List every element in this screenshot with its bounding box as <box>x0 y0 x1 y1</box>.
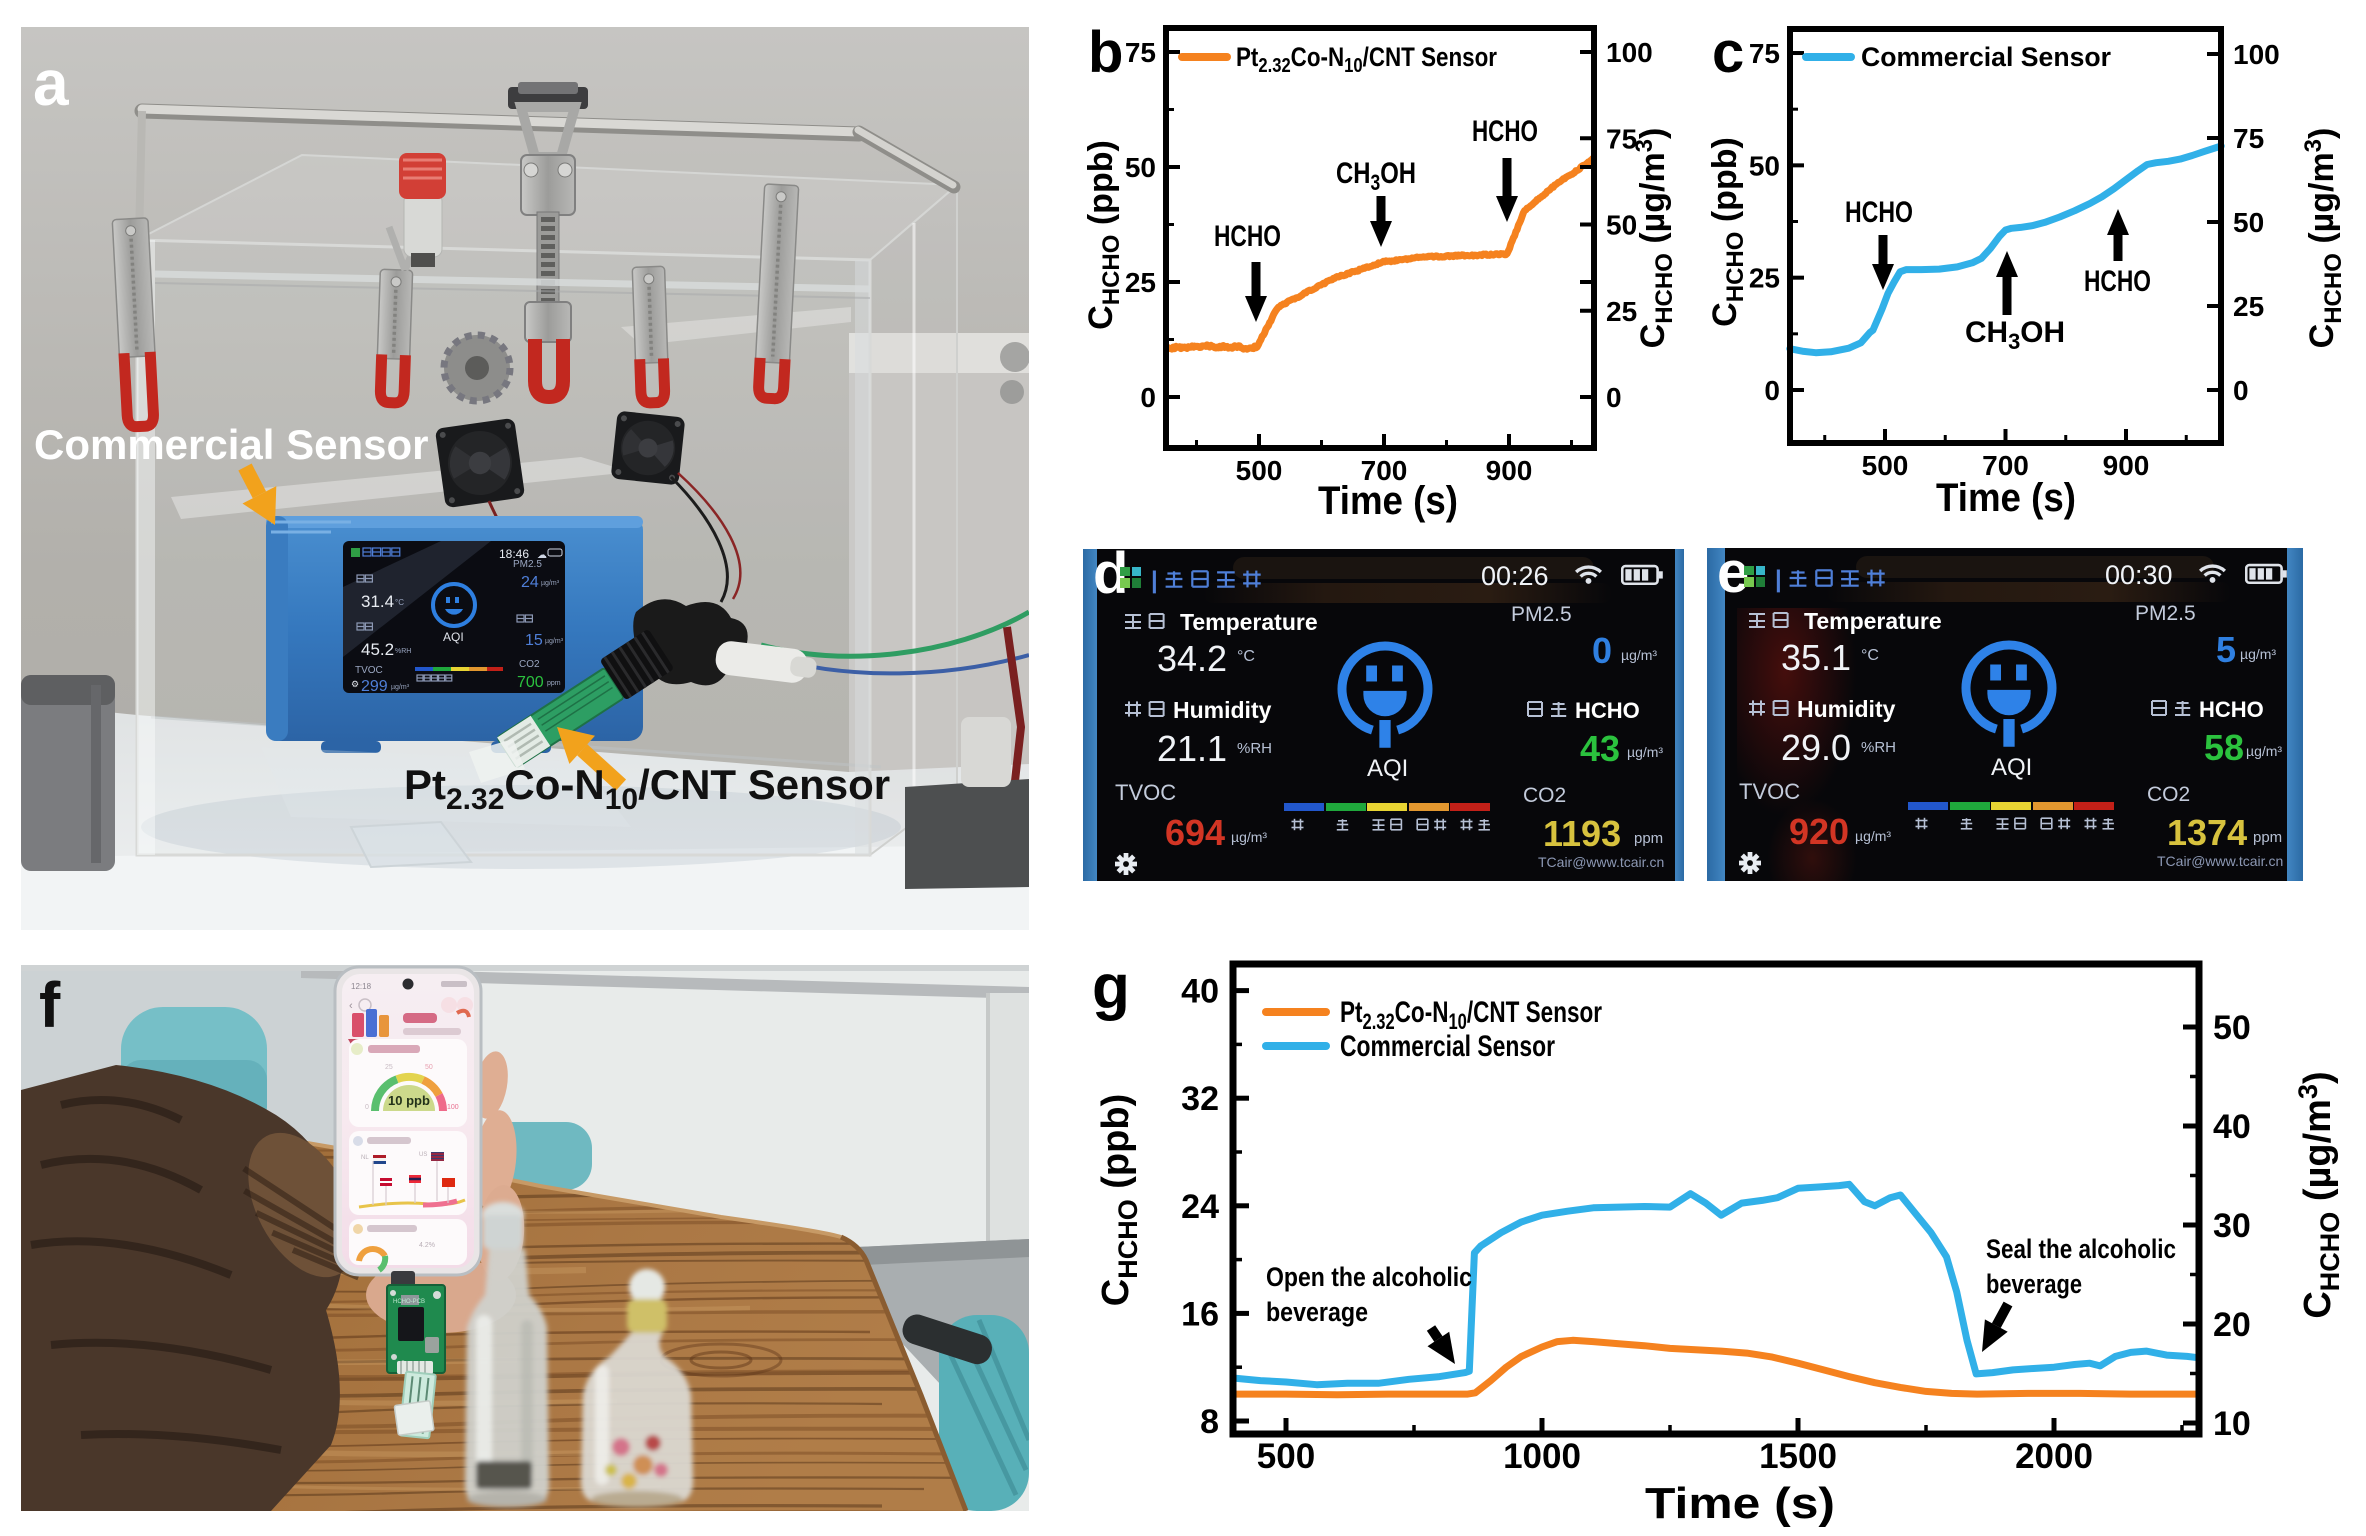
svg-text:TVOC: TVOC <box>355 665 383 676</box>
svg-text:16: 16 <box>1181 1295 1219 1333</box>
svg-text:299: 299 <box>361 678 388 695</box>
svg-text:CHCHO (ppb): CHCHO (ppb) <box>1095 1094 1143 1306</box>
svg-text:20: 20 <box>2213 1306 2251 1344</box>
svg-text:CHCHO (ppb): CHCHO (ppb) <box>1082 140 1125 330</box>
svg-text:ppm: ppm <box>547 680 561 687</box>
svg-text:HCHO: HCHO <box>1472 115 1538 148</box>
svg-text:10 ppb: 10 ppb <box>388 1093 430 1108</box>
svg-text:°C: °C <box>395 598 404 607</box>
svg-text:HCHO: HCHO <box>1845 196 1913 229</box>
svg-text:45.2: 45.2 <box>361 640 394 659</box>
svg-text:75: 75 <box>2233 123 2264 154</box>
svg-text:700: 700 <box>1982 450 2029 481</box>
svg-text:HCHO: HCHO <box>1214 220 1281 253</box>
svg-text:CHCHO (µg/m3): CHCHO (µg/m3) <box>2300 128 2347 349</box>
svg-text:700: 700 <box>517 674 544 691</box>
svg-text:0: 0 <box>2233 375 2249 406</box>
svg-text:18:46: 18:46 <box>499 547 529 561</box>
svg-text:⚙: ⚙ <box>351 679 359 689</box>
svg-text:NL: NL <box>361 1155 369 1161</box>
svg-text:500: 500 <box>1257 1437 1315 1476</box>
svg-text:µg/m³: µg/m³ <box>391 684 410 691</box>
svg-text:CHCHO (µg/m3): CHCHO (µg/m3) <box>2293 1071 2345 1318</box>
svg-text:25: 25 <box>1749 263 1780 294</box>
svg-text:50: 50 <box>425 1064 433 1071</box>
svg-text:%RH: %RH <box>395 648 411 655</box>
svg-text:0: 0 <box>1140 382 1156 413</box>
svg-text:25: 25 <box>2233 291 2264 322</box>
svg-text:☁: ☁ <box>537 550 547 561</box>
svg-text:4.2%: 4.2% <box>419 1242 435 1249</box>
svg-text:50: 50 <box>1606 210 1637 241</box>
svg-text:a: a <box>33 47 69 119</box>
svg-text:100: 100 <box>2233 39 2280 70</box>
svg-text:8: 8 <box>1200 1403 1219 1441</box>
svg-text:Seal the alcoholic: Seal the alcoholic <box>1986 1234 2176 1264</box>
svg-text:32: 32 <box>1181 1080 1219 1118</box>
svg-text:10: 10 <box>2213 1405 2251 1443</box>
svg-text:Commercial Sensor: Commercial Sensor <box>1861 42 2111 72</box>
svg-text:25: 25 <box>1606 296 1637 327</box>
svg-text:Time (s): Time (s) <box>1936 476 2076 520</box>
svg-text:beverage: beverage <box>1266 1297 1368 1327</box>
svg-text:25: 25 <box>1125 267 1156 298</box>
svg-text:0: 0 <box>365 1104 369 1111</box>
svg-text:500: 500 <box>1862 450 1909 481</box>
svg-text:AQI: AQI <box>443 630 464 644</box>
svg-text:40: 40 <box>2213 1108 2251 1146</box>
svg-text:f: f <box>39 969 61 1041</box>
svg-text:2000: 2000 <box>2015 1437 2093 1476</box>
svg-text:1000: 1000 <box>1503 1437 1581 1476</box>
svg-text:µg/m³: µg/m³ <box>545 638 564 645</box>
svg-text:24: 24 <box>1181 1188 1219 1226</box>
svg-text:24: 24 <box>521 574 539 591</box>
svg-text:CH3OH: CH3OH <box>1965 316 2065 354</box>
svg-text:Open the alcoholic: Open the alcoholic <box>1266 1262 1472 1292</box>
svg-text:HCHO: HCHO <box>2084 265 2151 298</box>
svg-text:900: 900 <box>2103 450 2150 481</box>
svg-text:12:18: 12:18 <box>351 982 372 991</box>
svg-text:0: 0 <box>1764 375 1780 406</box>
svg-text:CHCHO (ppb): CHCHO (ppb) <box>1706 137 1749 327</box>
svg-text:50: 50 <box>1125 152 1156 183</box>
svg-text:100: 100 <box>447 1104 459 1111</box>
svg-text:b: b <box>1088 20 1123 85</box>
svg-text:US: US <box>419 1152 427 1158</box>
svg-text:CHCHO (µg/m3): CHCHO (µg/m3) <box>1631 128 1678 349</box>
svg-text:0: 0 <box>1606 382 1622 413</box>
svg-text:15: 15 <box>525 632 543 649</box>
svg-text:µg/m³: µg/m³ <box>541 580 560 587</box>
svg-text:‹: ‹ <box>349 1000 353 1012</box>
svg-text:Commercial Sensor: Commercial Sensor <box>1340 1030 1555 1063</box>
svg-text:75: 75 <box>1749 38 1780 69</box>
svg-text:PM2.5: PM2.5 <box>513 559 542 570</box>
svg-text:1500: 1500 <box>1759 1437 1837 1476</box>
svg-text:HCHO-PCB: HCHO-PCB <box>393 1299 425 1305</box>
svg-text:40: 40 <box>1181 973 1219 1011</box>
svg-text:900: 900 <box>1486 455 1533 486</box>
svg-text:75: 75 <box>1606 123 1637 154</box>
svg-text:c: c <box>1712 20 1744 85</box>
svg-text:50: 50 <box>2233 207 2264 238</box>
svg-text:25: 25 <box>385 1064 393 1071</box>
svg-text:31.4: 31.4 <box>361 592 394 611</box>
svg-text:700: 700 <box>1361 455 1408 486</box>
svg-text:75: 75 <box>1125 37 1156 68</box>
svg-text:100: 100 <box>1606 37 1653 68</box>
svg-text:50: 50 <box>2213 1009 2251 1047</box>
svg-text:Commercial Sensor: Commercial Sensor <box>34 421 429 468</box>
svg-text:Time (s): Time (s) <box>1318 479 1458 523</box>
svg-text:CO2: CO2 <box>519 659 540 670</box>
svg-text:Pt2.32Co-N10/CNT Sensor: Pt2.32Co-N10/CNT Sensor <box>1236 42 1497 77</box>
svg-text:50: 50 <box>1749 150 1780 181</box>
svg-text:Pt2.32Co-N10/CNT Sensor: Pt2.32Co-N10/CNT Sensor <box>1340 996 1602 1034</box>
svg-text:30: 30 <box>2213 1207 2251 1245</box>
svg-text:Time (s): Time (s) <box>1645 1479 1835 1528</box>
svg-text:500: 500 <box>1236 455 1283 486</box>
svg-text:beverage: beverage <box>1986 1269 2082 1299</box>
svg-text:CH3OH: CH3OH <box>1336 157 1416 195</box>
svg-text:g: g <box>1092 953 1130 1022</box>
